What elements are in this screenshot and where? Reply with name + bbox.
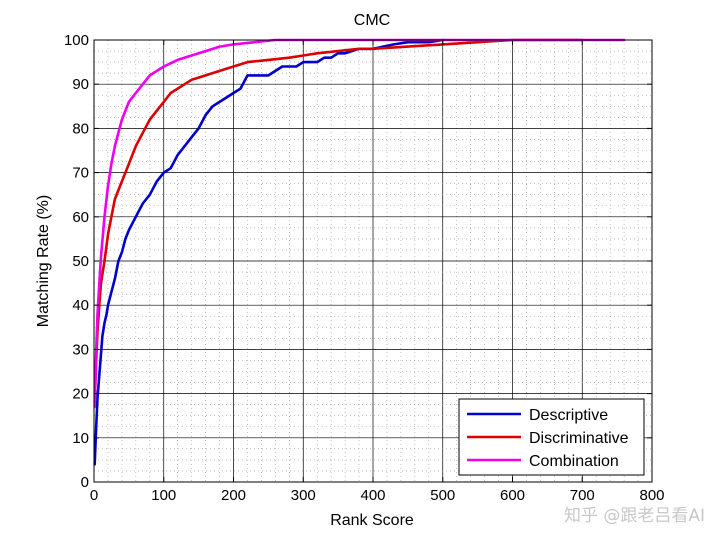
y-tick-label: 80 — [72, 120, 89, 137]
x-tick-label: 0 — [90, 487, 98, 504]
x-tick-label: 800 — [639, 487, 664, 504]
y-axis-label: Matching Rate (%) — [35, 195, 52, 328]
x-tick-label: 100 — [151, 487, 176, 504]
y-tick-label: 90 — [72, 76, 89, 93]
x-tick-label: 700 — [570, 487, 595, 504]
legend-label-discriminative: Discriminative — [529, 430, 629, 447]
x-axis-label: Rank Score — [330, 512, 414, 529]
legend-label-combination: Combination — [529, 453, 619, 470]
legend-label-descriptive: Descriptive — [529, 407, 608, 424]
x-tick-label: 300 — [291, 487, 316, 504]
y-tick-label: 100 — [64, 32, 89, 49]
y-tick-label: 0 — [81, 474, 89, 491]
series-line-discriminative — [93, 38, 584, 404]
x-tick-label: 600 — [500, 487, 525, 504]
y-tick-label: 10 — [72, 430, 89, 447]
y-tick-label: 30 — [72, 341, 89, 358]
series-line-descriptive — [93, 38, 445, 466]
y-tick-label: 70 — [72, 165, 89, 182]
chart-title: CMC — [354, 12, 390, 29]
grid — [94, 40, 652, 482]
y-tick-label: 50 — [72, 253, 89, 270]
legend: Descriptive Discriminative Combination — [458, 398, 645, 476]
y-tick-label: 20 — [72, 386, 89, 403]
axis-ticks: 0 100 200 300 400 500 600 700 800 0 10 20 30 40 50 60 70… — [64, 32, 665, 504]
y-tick-label: 40 — [72, 297, 89, 314]
x-tick-label: 400 — [360, 487, 385, 504]
x-tick-label: 200 — [221, 487, 246, 504]
x-tick-label: 500 — [430, 487, 455, 504]
watermark: 知乎 @跟老吕看AI — [564, 506, 705, 526]
y-tick-label: 60 — [72, 209, 89, 226]
